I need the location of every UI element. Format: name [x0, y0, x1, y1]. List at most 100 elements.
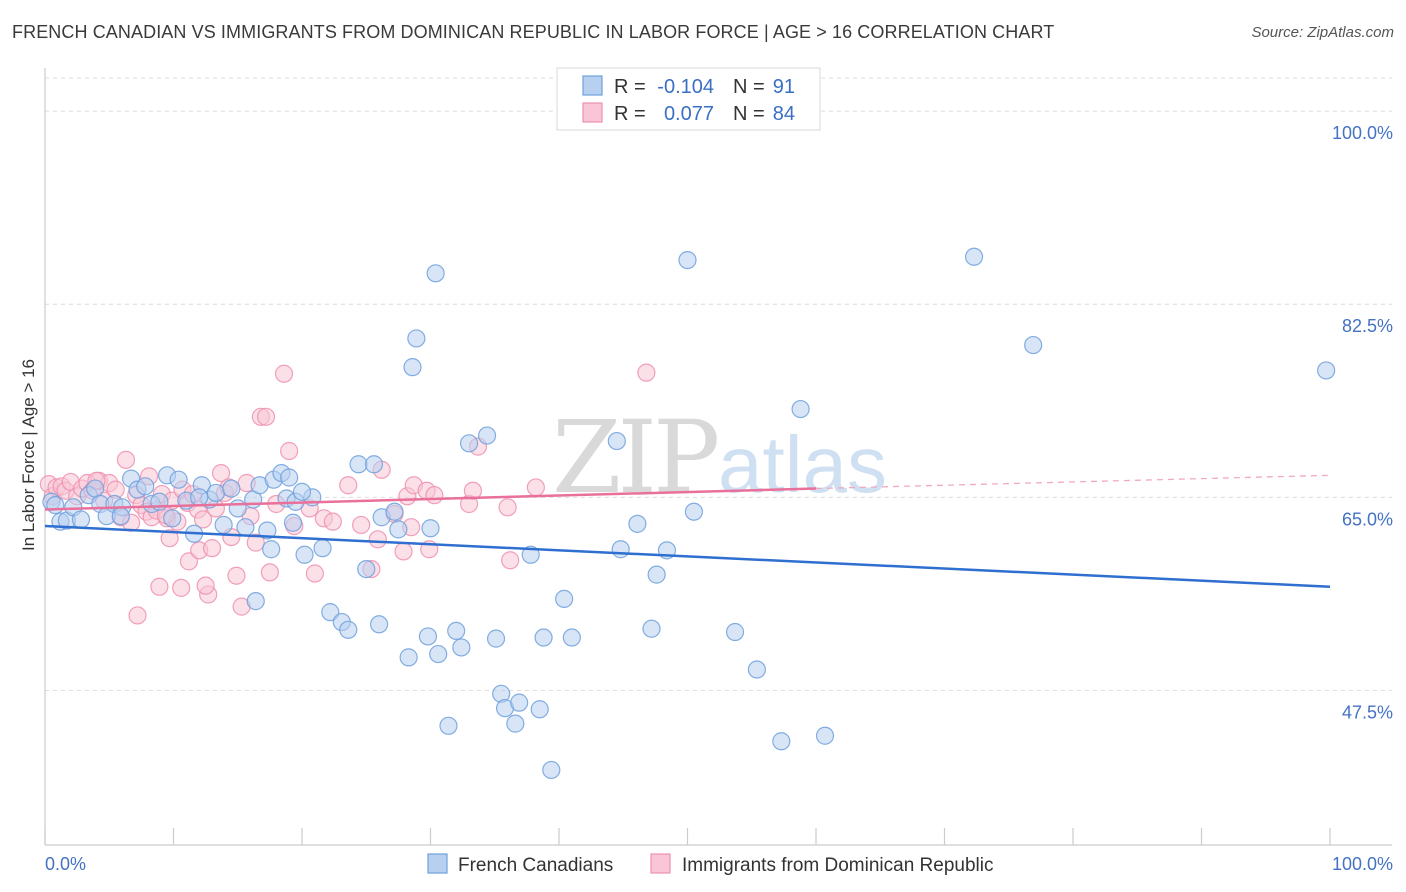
french-canadian-point — [389, 520, 408, 539]
french-canadian-point — [357, 560, 376, 579]
dominican-point — [260, 563, 279, 582]
french-canadian-point — [222, 479, 241, 498]
french-canadian-point — [426, 264, 445, 283]
french-canadian-point — [1317, 361, 1336, 380]
dominican-point — [196, 576, 215, 595]
french-canadian-point — [628, 514, 647, 533]
french-canadian-point — [262, 540, 281, 559]
dominican-point — [339, 476, 358, 495]
y-axis-label: In Labor Force | Age > 16 — [19, 359, 38, 551]
french-canadian-point — [510, 693, 529, 712]
legend-label-french-canadians: French Canadians — [458, 855, 613, 876]
legend-swatch-dominican — [650, 853, 671, 874]
french-canadian-point — [611, 540, 630, 559]
french-canadian-point — [86, 479, 105, 498]
y-tick-label: 82.5% — [1342, 316, 1393, 336]
dominican-point — [274, 364, 294, 383]
axis-layer — [44, 68, 1392, 846]
stats-r-label-1: R = — [614, 76, 646, 98]
dominican-point — [463, 481, 483, 500]
french-canadian-point — [190, 488, 209, 507]
french-canadian-point — [555, 589, 574, 608]
dominican-point — [256, 407, 276, 426]
dominican-point — [637, 363, 656, 382]
trend-line-dominican — [44, 487, 817, 511]
trend-line-french-canadians — [44, 524, 1331, 589]
x-tick-label-min: 0.0% — [45, 854, 86, 874]
french-canadian-point — [678, 250, 697, 270]
french-canadian-point — [370, 615, 389, 634]
french-canadian-point — [228, 499, 247, 518]
stats-n-label-2: N = — [733, 103, 765, 125]
watermark: ZIP atlas — [552, 399, 887, 516]
french-canadian-point — [459, 434, 479, 453]
french-canadian-point — [236, 518, 255, 537]
stats-swatch-french-canadians — [582, 75, 603, 96]
dominican-point — [280, 441, 299, 461]
french-canadian-point — [452, 638, 471, 657]
french-canadian-point — [964, 247, 984, 266]
dominican-point — [305, 564, 324, 583]
french-canadian-point — [486, 629, 506, 648]
stats-r-value-2: 0.077 — [664, 103, 714, 125]
french-canadian-point — [258, 521, 277, 540]
french-canadian-point — [418, 627, 438, 646]
dominican-point — [498, 498, 517, 517]
french-canadian-point — [283, 513, 303, 532]
stats-n-value-2: 84 — [773, 103, 795, 125]
french-canadian-point — [642, 619, 661, 638]
trend-line-dominican-extension — [815, 474, 1331, 490]
french-canadian-point — [385, 502, 404, 521]
french-canadian-point — [791, 399, 810, 419]
stats-n-label-1: N = — [733, 76, 765, 98]
french-canadian-point — [292, 482, 312, 501]
source-text: Source: ZipAtlas.com — [1251, 24, 1394, 41]
stats-legend: R = -0.104 N = 91 R = 0.077 N = 84 — [556, 67, 821, 131]
dominican-point — [323, 512, 342, 531]
chart-title: FRENCH CANADIAN VS IMMIGRANTS FROM DOMIN… — [12, 22, 1055, 42]
french-canadian-point — [429, 644, 448, 664]
dominican-point — [116, 450, 136, 469]
stats-r-label-2: R = — [614, 103, 646, 125]
french-canadian-point — [295, 545, 314, 564]
french-canadian-point — [439, 716, 458, 735]
stats-n-value-1: 91 — [773, 76, 795, 98]
y-tick-label: 65.0% — [1342, 509, 1393, 529]
french-canadian-point — [206, 483, 226, 503]
french-canadian-point — [321, 603, 340, 622]
trend-layer — [44, 474, 1331, 589]
dominican-point — [425, 486, 444, 505]
x-tick-labels: 0.0% 100.0% — [45, 854, 1393, 874]
french-canadian-point — [521, 545, 540, 564]
french-canadian-point — [313, 539, 332, 558]
french-canadian-point — [46, 495, 65, 515]
dominican-point — [193, 510, 213, 529]
french-canadian-point — [339, 620, 358, 639]
legend-label-dominican: Immigrants from Dominican Republic — [682, 855, 994, 876]
french-canadian-point — [71, 510, 91, 529]
french-canadian-point — [506, 714, 525, 733]
dominican-point — [368, 530, 387, 549]
y-tick-label: 100.0% — [1332, 123, 1393, 143]
french-canadian-point — [534, 628, 553, 647]
french-canadian-point — [136, 477, 155, 496]
french-canadian-point — [214, 515, 233, 535]
french-canadian-point — [349, 455, 368, 474]
french-canadian-point — [562, 628, 581, 647]
french-canadian-point — [815, 726, 835, 745]
stats-swatch-dominican — [582, 102, 603, 123]
legend-swatch-french-canadians — [427, 853, 448, 874]
french-canadian-point — [607, 431, 626, 451]
french-canadian-point — [647, 565, 666, 584]
french-canadian-point — [684, 502, 704, 521]
dominican-point — [227, 566, 246, 585]
french-canadian-point — [169, 470, 188, 489]
dominican-point — [150, 577, 169, 596]
french-canadian-point — [280, 468, 299, 487]
french-canadian-point — [399, 648, 418, 667]
french-canadian-point — [542, 760, 561, 780]
french-canadian-point — [725, 622, 745, 642]
french-canadian-point — [747, 660, 766, 679]
series-legend: French Canadians Immigrants from Dominic… — [427, 853, 994, 876]
